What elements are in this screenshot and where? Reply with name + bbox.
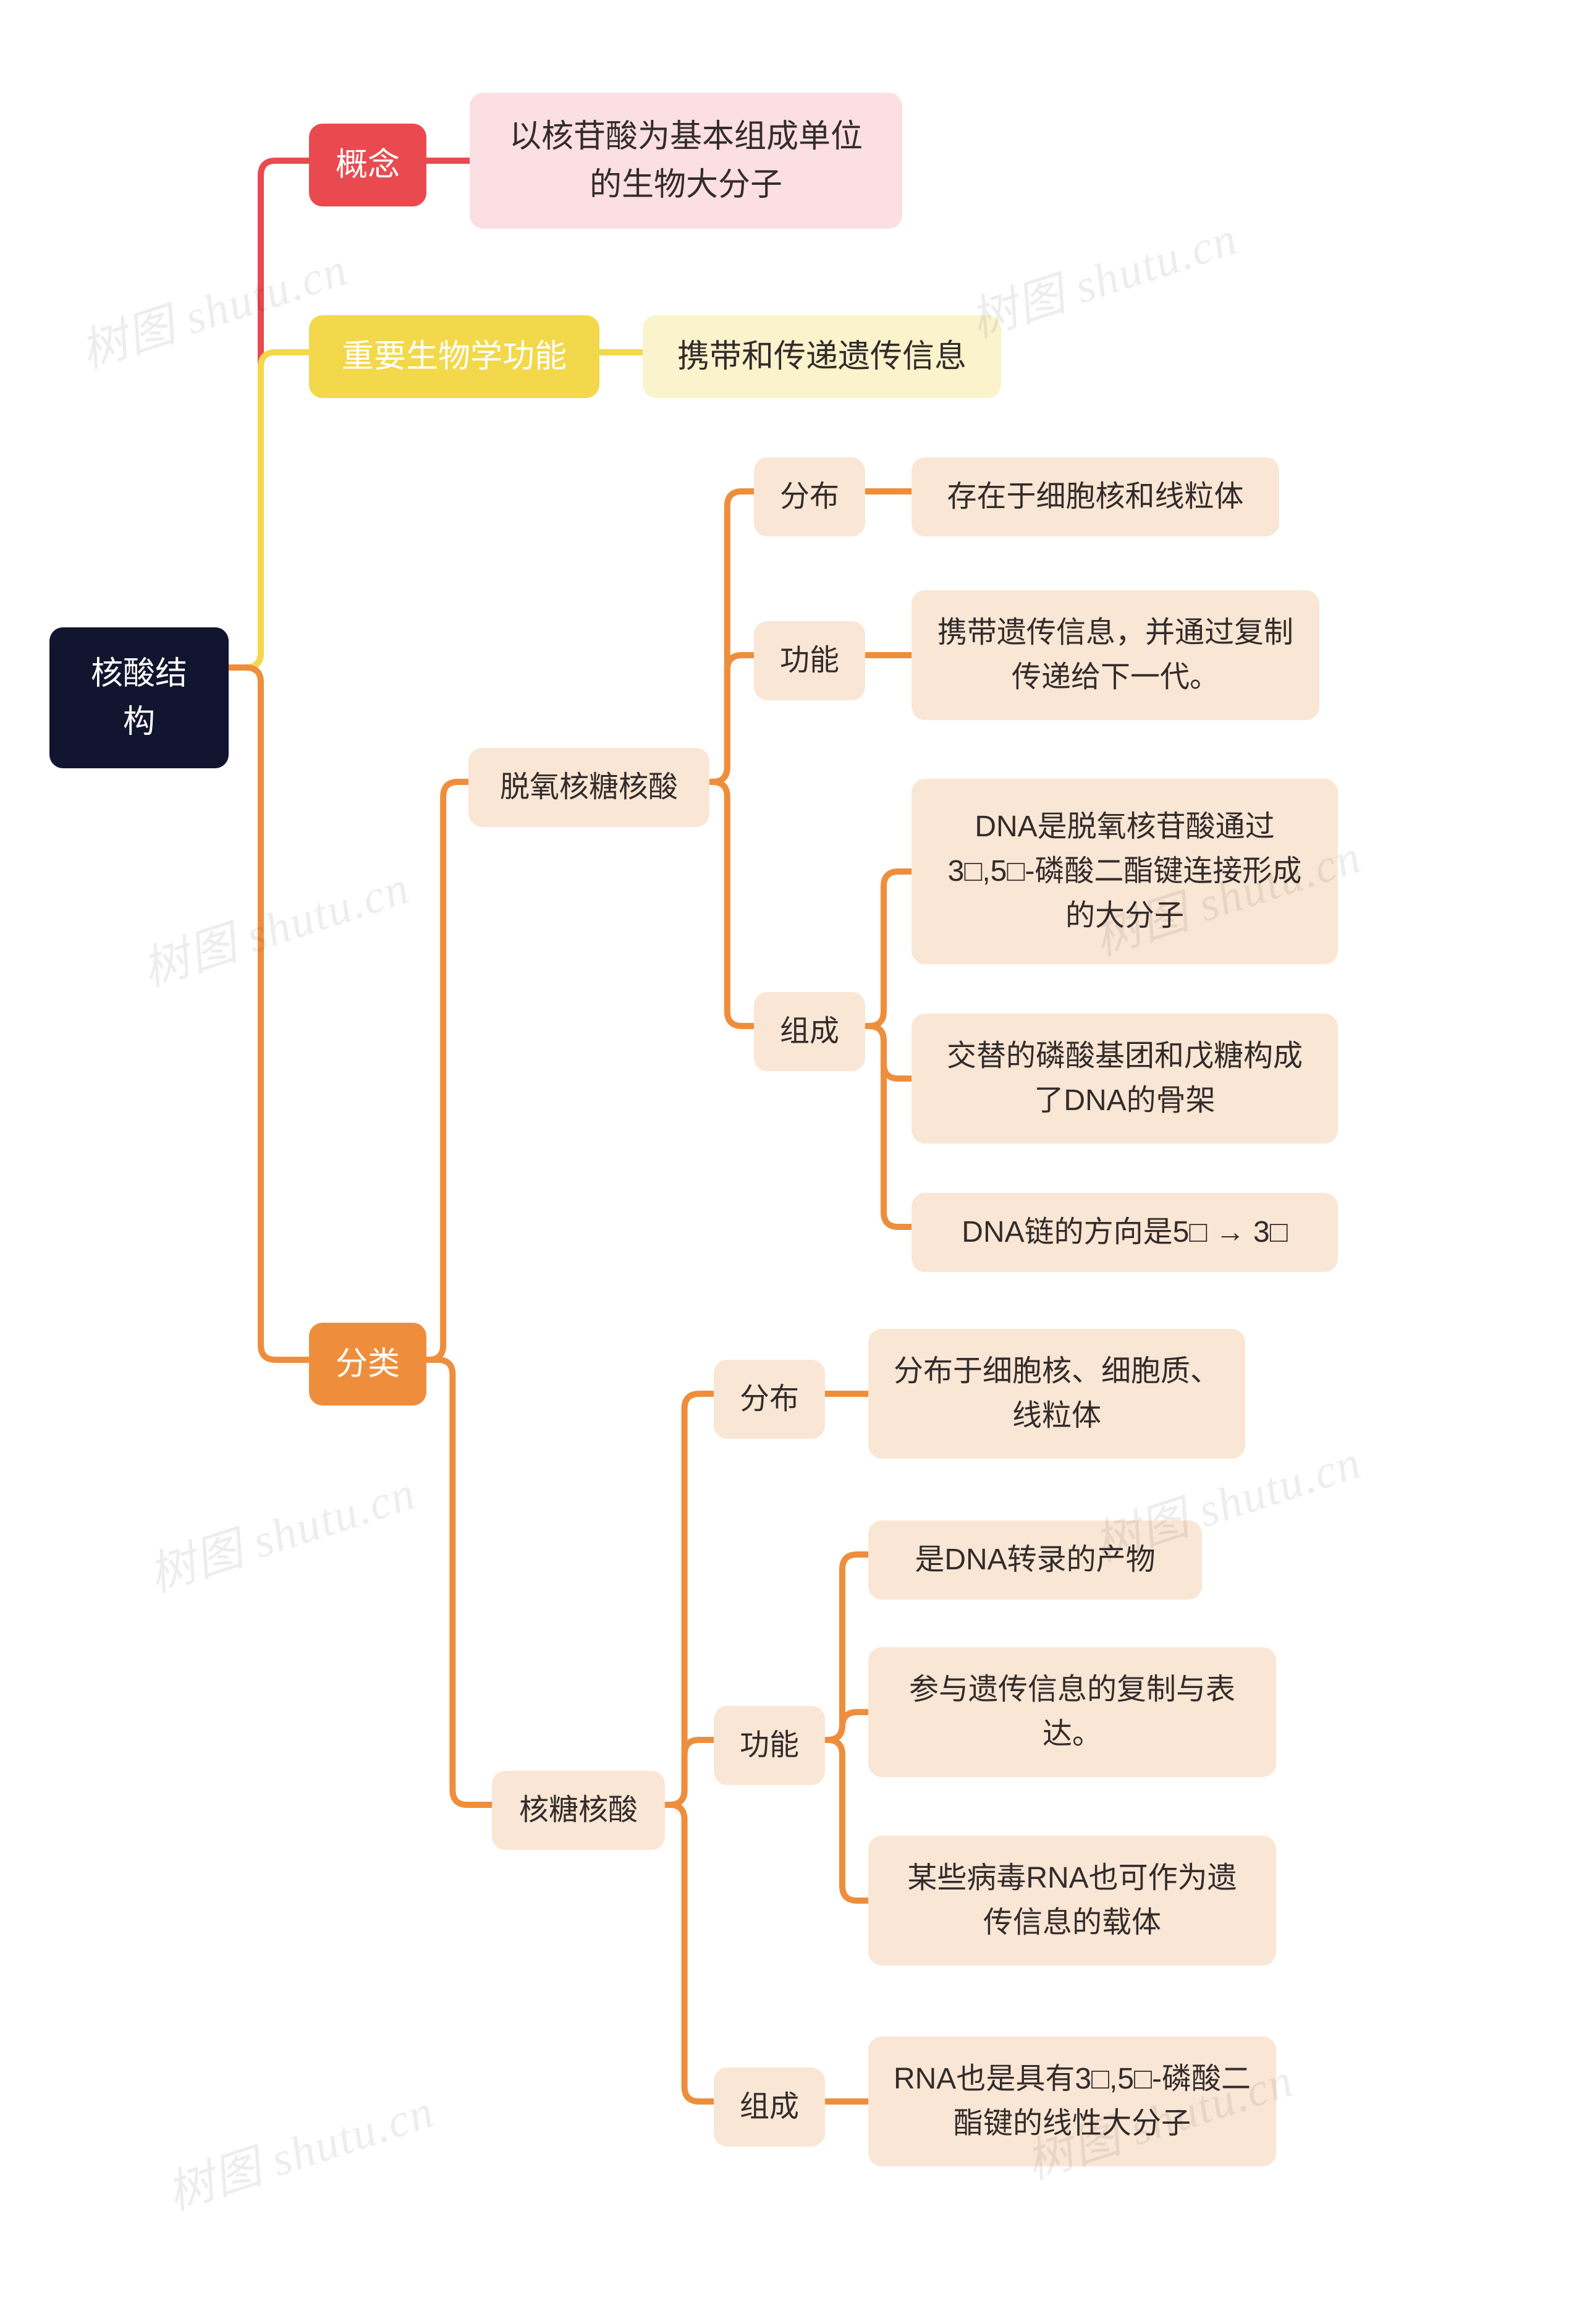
edge-rna_func-rna_func3	[825, 1740, 868, 1901]
node-root: 核酸结构	[49, 627, 229, 768]
node-biofunc: 重要生物学功能	[309, 315, 599, 398]
node-dna_dist: 分布	[754, 457, 865, 536]
watermark: 树图 shutu.cn	[132, 849, 417, 999]
node-dna: 脱氧核糖核酸	[468, 748, 709, 827]
edge-rna-rna_comp	[665, 1805, 714, 2101]
node-rna_func3: 某些病毒RNA也可作为遗传信息的载体	[868, 1836, 1276, 1966]
edge-dna-dna_func	[709, 655, 754, 782]
node-dna_comp3: DNA链的方向是5□ → 3□	[912, 1193, 1338, 1272]
node-rna_func1: 是DNA转录的产物	[868, 1520, 1202, 1600]
edge-classify-rna	[426, 1360, 492, 1805]
edge-root-concept	[229, 161, 309, 668]
edge-dna_comp-dna_comp2	[865, 1026, 912, 1079]
node-rna_func: 功能	[714, 1706, 825, 1785]
watermark: 树图 shutu.cn	[157, 2072, 441, 2223]
node-rna_dist_d: 分布于细胞核、细胞质、线粒体	[868, 1329, 1245, 1459]
watermark: 树图 shutu.cn	[138, 1454, 423, 1605]
edge-dna-dna_dist	[709, 491, 754, 782]
node-dna_dist_d: 存在于细胞核和线粒体	[912, 457, 1279, 536]
node-rna_comp_d: RNA也是具有3□,5□-磷酸二酯键的线性大分子	[868, 2037, 1276, 2166]
node-dna_comp: 组成	[754, 992, 865, 1071]
node-biofunc_d: 携带和传递遗传信息	[643, 315, 1001, 398]
node-rna_func2: 参与遗传信息的复制与表达。	[868, 1647, 1276, 1777]
node-dna_comp1: DNA是脱氧核苷酸通过3□,5□-磷酸二酯键连接形成的大分子	[912, 779, 1338, 964]
edge-rna_func-rna_func2	[825, 1712, 868, 1740]
edge-dna-dna_comp	[709, 782, 754, 1026]
edge-classify-dna	[426, 782, 468, 1360]
node-rna_comp: 组成	[714, 2067, 825, 2147]
watermark: 树图 shutu.cn	[960, 200, 1245, 350]
edge-rna-rna_dist	[665, 1394, 714, 1805]
node-dna_func_d: 携带遗传信息，并通过复制传递给下一代。	[912, 590, 1319, 720]
node-rna: 核糖核酸	[492, 1771, 665, 1850]
edge-dna_comp-dna_comp1	[865, 872, 912, 1026]
edge-root-biofunc	[229, 352, 309, 668]
node-rna_dist: 分布	[714, 1360, 825, 1439]
edge-rna-rna_func	[665, 1740, 714, 1805]
node-classify: 分类	[309, 1323, 426, 1406]
edge-rna_func-rna_func1	[825, 1554, 868, 1740]
node-dna_func: 功能	[754, 621, 865, 700]
node-dna_comp2: 交替的磷酸基团和戊糖构成了DNA的骨架	[912, 1014, 1338, 1143]
node-concept_d: 以核苷酸为基本组成单位的生物大分子	[470, 93, 902, 229]
node-concept: 概念	[309, 124, 426, 206]
edge-root-classify	[229, 668, 309, 1360]
edge-dna_comp-dna_comp3	[865, 1026, 912, 1227]
